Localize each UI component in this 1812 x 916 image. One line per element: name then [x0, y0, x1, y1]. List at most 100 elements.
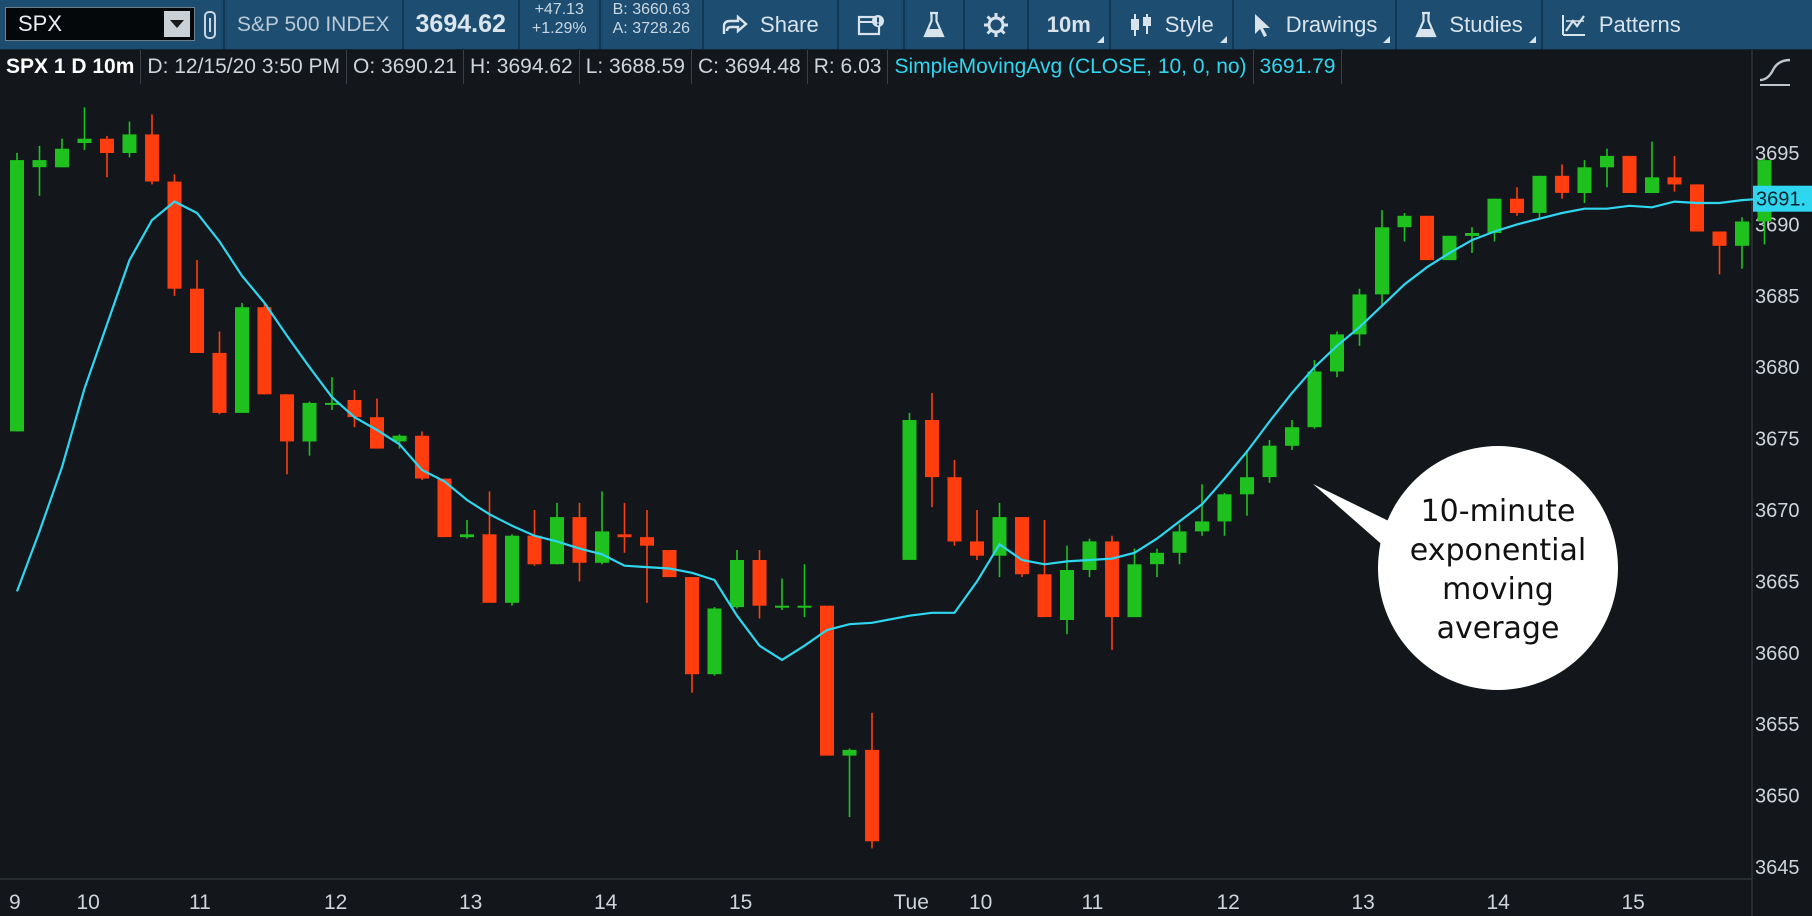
candle-body — [1240, 477, 1254, 495]
candle-down — [685, 577, 699, 693]
last-price: 3694.62 — [415, 10, 506, 38]
candle-body — [1712, 231, 1727, 246]
candle-up — [77, 107, 92, 151]
candle-body — [1532, 175, 1547, 213]
candle-body — [1667, 177, 1682, 185]
chart-window-icon — [857, 14, 884, 35]
candle-up — [1217, 492, 1232, 536]
candle-body — [527, 535, 542, 565]
candle-body — [1037, 574, 1052, 618]
candle-up — [1600, 148, 1614, 188]
bar-low: L: 3688.59 — [580, 50, 692, 84]
toolbar-separator — [902, 0, 905, 49]
candle-up — [1082, 538, 1097, 578]
share-label: Share — [760, 11, 819, 37]
candle-down — [925, 392, 939, 508]
studies-button[interactable]: Studies — [1397, 0, 1540, 49]
symbol-selector[interactable]: SPX — [5, 7, 195, 41]
timeframe-label: 10m — [1046, 11, 1091, 37]
toolbar-separator — [1395, 0, 1398, 49]
candle-up — [1397, 213, 1412, 242]
candle-body — [1487, 198, 1502, 233]
candle-body — [1397, 215, 1412, 228]
candle-down — [167, 174, 182, 296]
candle-down — [1510, 187, 1524, 216]
candle-body — [1600, 155, 1614, 168]
time-tick-label: Tue — [894, 891, 929, 914]
share-icon — [722, 13, 748, 34]
candle-body — [122, 134, 137, 153]
toolbar-separator — [401, 0, 404, 49]
chart-info-button[interactable] — [839, 0, 903, 49]
candle-body — [572, 517, 587, 563]
study-name[interactable]: SimpleMovingAvg (CLOSE, 10, 0, no) — [888, 50, 1254, 84]
candle-body — [257, 307, 272, 395]
style-button[interactable]: Style — [1111, 0, 1232, 49]
candle-down — [970, 510, 984, 560]
flask-icon — [923, 11, 945, 37]
candle-down — [1690, 184, 1704, 232]
candle-body — [730, 560, 744, 608]
candle-up — [1060, 545, 1074, 635]
price-tick-label: 3645 — [1755, 857, 1800, 879]
candle-body — [280, 394, 294, 442]
price-scale-icon[interactable] — [1756, 54, 1794, 93]
candle-body — [640, 537, 654, 546]
time-tick-label: 11 — [189, 891, 211, 914]
candle-body — [482, 534, 497, 603]
candle-down — [1105, 535, 1119, 650]
candle-body — [947, 477, 962, 542]
candle-down — [1622, 155, 1637, 193]
candle-body — [617, 534, 632, 538]
candle-up — [122, 121, 137, 158]
symbol-text[interactable]: SPX — [18, 11, 63, 36]
candle-down — [1420, 215, 1434, 261]
patterns-button[interactable]: Patterns — [1543, 0, 1699, 49]
chevron-down-icon[interactable] — [164, 11, 190, 37]
time-tick-label: 9 — [9, 891, 21, 914]
bar-date: D: 12/15/20 3:50 PM — [141, 50, 348, 84]
settings-button[interactable] — [965, 0, 1027, 49]
link-icon[interactable] — [195, 0, 223, 49]
candle-body — [1577, 167, 1592, 193]
time-tick-label: 13 — [459, 891, 482, 914]
candle-down — [662, 550, 677, 578]
studies-label: Studies — [1449, 11, 1523, 37]
dropdown-corner-icon — [1096, 36, 1104, 43]
price-axis[interactable]: 3645365036553660366536703675368036853690… — [1755, 143, 1800, 879]
candle-up — [1307, 360, 1322, 429]
candle-body — [505, 535, 519, 603]
candle-up — [775, 578, 789, 610]
cursor-arrow-icon — [1254, 13, 1270, 37]
candle-down — [190, 260, 204, 353]
candle-body — [1375, 227, 1389, 295]
time-axis[interactable]: 9 10 11 12 13 14 15 Tue 10 11 12 13 14 15 — [9, 891, 1645, 914]
bar-high: H: 3694.62 — [464, 50, 580, 84]
price-tick-label: 3675 — [1755, 429, 1800, 451]
drawings-label: Drawings — [1285, 11, 1378, 37]
price-tick-label: 3650 — [1755, 786, 1800, 808]
candle-body — [1105, 541, 1119, 618]
patterns-icon — [1561, 14, 1585, 36]
candle-body — [1735, 221, 1749, 246]
candle-down — [1555, 164, 1569, 199]
candle-body — [797, 605, 812, 608]
timeframe-button[interactable]: 10m — [1029, 0, 1109, 49]
candle-body — [1262, 445, 1277, 478]
lab-button[interactable] — [905, 0, 963, 49]
candle-body — [212, 352, 227, 413]
time-tick-label: 14 — [594, 891, 618, 914]
candle-body — [10, 160, 24, 432]
current-price-box — [1753, 185, 1812, 212]
candle-body — [392, 435, 407, 442]
candle-up — [992, 502, 1007, 578]
candle-body — [775, 605, 789, 608]
candle-down — [1015, 517, 1029, 578]
toolbar-separator — [1231, 0, 1234, 49]
bid-value: B: 3660.63 — [612, 1, 691, 18]
drawings-button[interactable]: Drawings — [1234, 0, 1396, 49]
candle-up — [1487, 198, 1502, 242]
share-button[interactable]: Share — [704, 0, 837, 49]
time-tick-label: 11 — [1082, 891, 1104, 914]
